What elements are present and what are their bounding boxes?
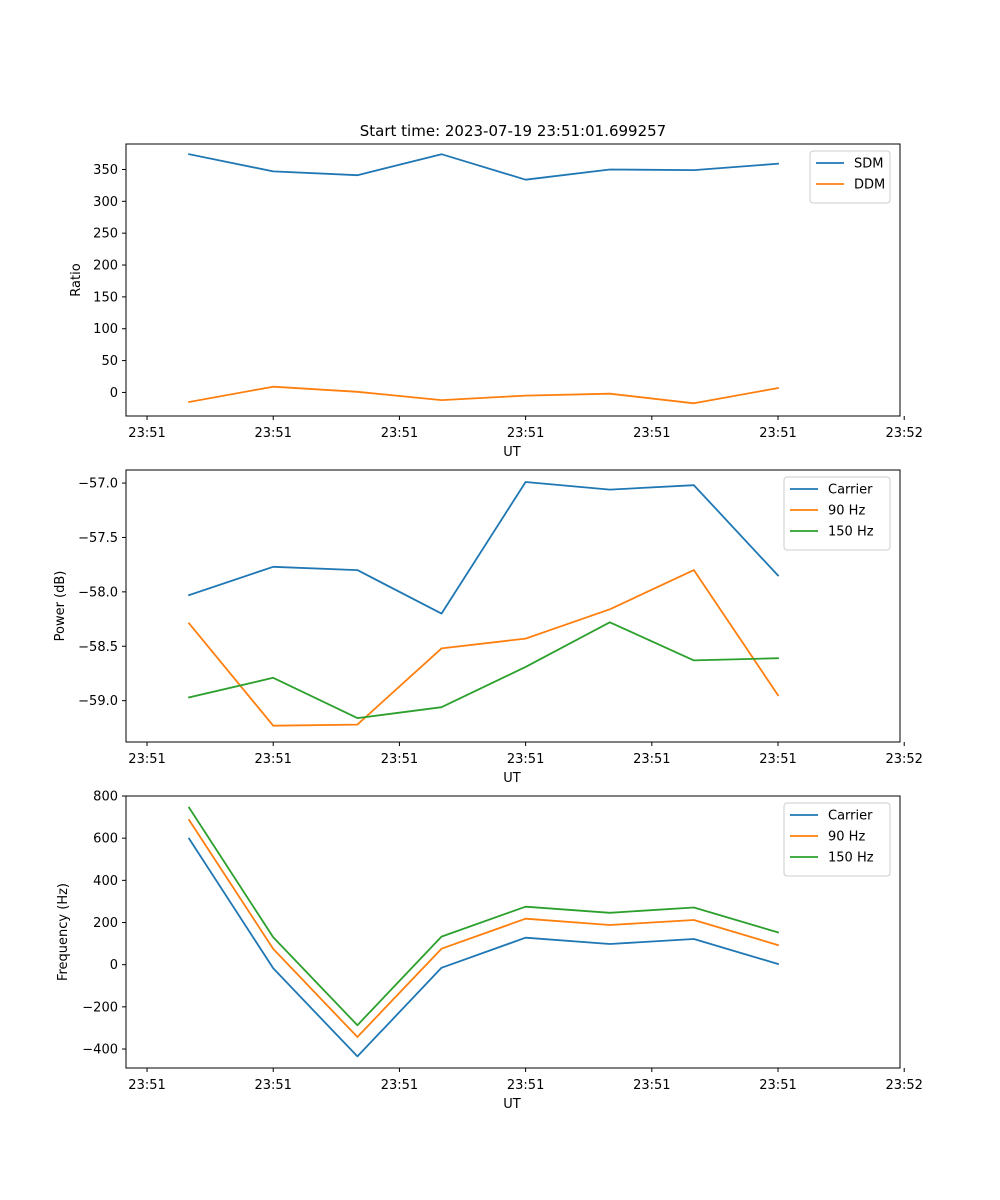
- y-tick-label: 100: [93, 322, 118, 337]
- y-tick-label: −57.0: [78, 477, 118, 492]
- y-axis-title: Ratio: [69, 263, 84, 296]
- y-tick-label: 200: [93, 259, 118, 274]
- legend: SDM DDM: [809, 150, 891, 204]
- x-tick-label: 23:51: [128, 752, 165, 767]
- x-axis-title: UT: [503, 1097, 521, 1112]
- y-tick-label: 50: [101, 354, 118, 369]
- figure-title: Start time: 2023-07-19 23:51:01.699257: [360, 122, 666, 140]
- series-line-ddm: [188, 385, 780, 405]
- chart-panel-2: 23:51 23:51 23:51 23:51 23:51 23:51 23:52 −59.0…: [53, 469, 923, 786]
- x-tick-label: 23:51: [254, 752, 291, 767]
- plot-area: [125, 143, 901, 417]
- x-tick-label: 23:51: [381, 752, 418, 767]
- plot-area: [125, 795, 901, 1069]
- series-line-sdm: [188, 153, 779, 181]
- x-axis-title: UT: [503, 445, 521, 460]
- legend: Carrier 90 Hz 150 Hz: [783, 476, 891, 551]
- chart-panel-1: 23:51 23:51 23:51 23:51 23:51 23:51 23:52 0 50 10…: [69, 143, 923, 460]
- series-line-carrier: [187, 481, 780, 615]
- y-tick-label: −400: [82, 1043, 118, 1058]
- x-tick-label: 23:51: [381, 1078, 418, 1093]
- legend-label: 90 Hz: [828, 830, 865, 845]
- x-tick-label: 23:51: [759, 752, 796, 767]
- series-line-150-hz: [188, 621, 779, 719]
- series-line-carrier: [187, 837, 780, 1058]
- y-tick-label: −58.5: [78, 640, 118, 655]
- x-tick-label: 23:52: [885, 1078, 922, 1093]
- legend-label: Carrier: [828, 809, 873, 824]
- x-tick-label: 23:51: [633, 752, 670, 767]
- legend: Carrier 90 Hz 150 Hz: [783, 802, 891, 877]
- y-tick-label: 400: [93, 874, 118, 889]
- y-tick-label: 0: [110, 958, 118, 973]
- y-axis-title: Frequency (Hz): [56, 883, 71, 981]
- x-tick-label: 23:51: [128, 426, 165, 441]
- x-tick-label: 23:51: [254, 1078, 291, 1093]
- y-tick-label: 0: [110, 386, 118, 401]
- y-tick-label: 800: [93, 790, 118, 805]
- x-tick-label: 23:52: [885, 752, 922, 767]
- y-tick-label: 200: [93, 916, 118, 931]
- x-tick-label: 23:51: [633, 1078, 670, 1093]
- series-line-90-hz: [187, 569, 780, 727]
- x-tick-label: 23:51: [759, 1078, 796, 1093]
- legend-label: SDM: [854, 157, 883, 172]
- x-tick-label: 23:51: [759, 426, 796, 441]
- legend-label: 90 Hz: [828, 504, 865, 519]
- legend-box: [809, 150, 891, 204]
- y-tick-label: 600: [93, 832, 118, 847]
- legend-label: 150 Hz: [828, 525, 874, 540]
- x-tick-label: 23:51: [254, 426, 291, 441]
- y-tick-label: 150: [93, 290, 118, 305]
- x-tick-label: 23:51: [128, 1078, 165, 1093]
- x-tick-label: 23:52: [885, 426, 922, 441]
- y-tick-label: −57.5: [78, 531, 118, 546]
- y-tick-label: −200: [82, 1000, 118, 1015]
- legend-label: Carrier: [828, 483, 873, 498]
- series-line-90-hz: [187, 818, 780, 1038]
- y-tick-label: −58.0: [78, 585, 118, 600]
- y-tick-label: 300: [93, 195, 118, 210]
- legend-label: 150 Hz: [828, 851, 874, 866]
- x-tick-label: 23:51: [507, 426, 544, 441]
- y-axis-title: Power (dB): [53, 571, 68, 642]
- chart-panel-3: 23:51 23:51 23:51 23:51 23:51 23:51 23:52 −400 −…: [56, 790, 923, 1113]
- x-axis-title: UT: [503, 771, 521, 786]
- x-tick-label: 23:51: [507, 752, 544, 767]
- y-tick-label: 350: [93, 163, 118, 178]
- chart-panels: 23:51 23:51 23:51 23:51 23:51 23:51 23:52 0 50 10…: [53, 143, 923, 1113]
- y-tick-label: −59.0: [78, 694, 118, 709]
- legend-label: DDM: [854, 178, 885, 193]
- x-tick-label: 23:51: [633, 426, 670, 441]
- plot-area: [125, 469, 901, 743]
- x-tick-label: 23:51: [381, 426, 418, 441]
- y-tick-label: 250: [93, 227, 118, 242]
- series-line-150-hz: [187, 806, 780, 1027]
- x-tick-label: 23:51: [507, 1078, 544, 1093]
